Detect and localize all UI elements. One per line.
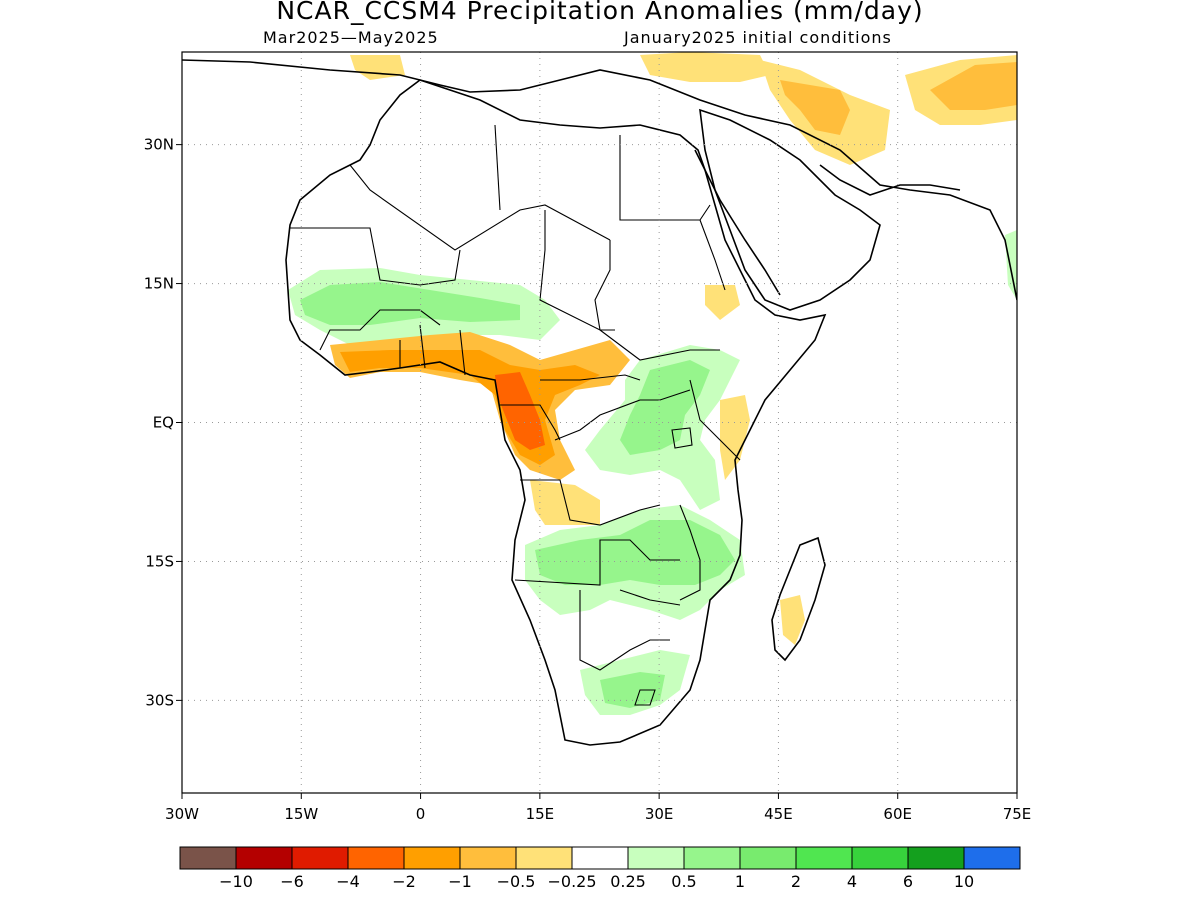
border-14	[514, 539, 680, 586]
anomaly-south-africa-core	[600, 672, 665, 708]
legend-label: −1	[448, 872, 472, 891]
legend-label: −2	[392, 872, 416, 891]
lat-tick-label: 15S	[145, 552, 174, 570]
border-5	[539, 210, 615, 331]
map-title: NCAR_CCSM4 Precipitation Anomalies (mm/d…	[276, 0, 924, 25]
legend-label: 6	[903, 872, 913, 891]
lake-victoria	[671, 427, 693, 449]
legend-swatch	[851, 846, 909, 870]
lon-tick-label: 30E	[645, 805, 674, 823]
red-sea-coast	[694, 149, 781, 296]
anomaly-southern-africa-core	[535, 520, 735, 585]
border-1	[349, 164, 611, 251]
anomaly-ethiopia-dry	[705, 285, 740, 320]
border-2	[494, 124, 501, 211]
anomaly-iberia	[350, 55, 405, 80]
border-7	[699, 219, 726, 291]
madagascar-coastline	[771, 536, 826, 662]
legend-label: 0.5	[671, 872, 696, 891]
legend-swatch	[571, 846, 629, 870]
legend-swatch	[963, 846, 1021, 870]
anomaly-madagascar	[780, 595, 805, 645]
border-19	[419, 324, 426, 369]
lat-tick-label: 30S	[145, 691, 174, 709]
legend-label: 10	[954, 872, 974, 891]
legend-label: 4	[847, 872, 857, 891]
anomaly-gabon-core	[495, 372, 545, 450]
legend-swatch	[739, 846, 797, 870]
legend-swatch	[291, 846, 349, 870]
lat-tick-label: EQ	[153, 414, 174, 432]
anomaly-east-africa-core	[620, 360, 710, 455]
border-12	[689, 379, 741, 461]
legend-swatch	[683, 846, 741, 870]
border-22	[634, 689, 656, 706]
legend-swatch	[795, 846, 853, 870]
border-13	[520, 479, 661, 526]
legend-label: 0.25	[610, 872, 646, 891]
lon-tick-label: 75E	[1003, 805, 1032, 823]
lon-tick-label: 0	[416, 805, 426, 823]
anomaly-northeast-core	[930, 62, 1017, 110]
eurasia-coastline	[182, 59, 1017, 301]
lat-tick-label: 15N	[144, 275, 174, 293]
persian-gulf-coast	[819, 164, 961, 196]
legend-label: −4	[336, 872, 360, 891]
coastlines	[182, 59, 1017, 746]
legend-label: −10	[219, 872, 253, 891]
legend-label: −0.5	[497, 872, 536, 891]
legend-label: 2	[791, 872, 801, 891]
anomaly-med	[640, 52, 770, 82]
initial-conditions: January2025 initial conditions	[624, 28, 892, 47]
border-21	[459, 329, 466, 376]
border-17	[619, 589, 681, 606]
border-15	[679, 504, 701, 601]
legend-label: 1	[735, 872, 745, 891]
border-8	[599, 329, 720, 361]
africa-coastline	[285, 79, 827, 746]
border-4	[290, 227, 461, 286]
border-11	[554, 389, 691, 441]
anomaly-angola-dry	[530, 480, 600, 525]
legend-swatch	[179, 846, 237, 870]
country-borders	[290, 124, 741, 706]
lon-tick-label: 15E	[526, 805, 555, 823]
lon-tick-label: 45E	[764, 805, 793, 823]
lon-tick-label: 15W	[284, 805, 318, 823]
color-legend: −10 −6 −4 −2 −1 −0.5 −0.25 0.25 0.5 1 2 4 6 10	[179, 846, 1021, 891]
lat-tick-label: 30N	[144, 136, 174, 154]
border-10	[500, 404, 561, 441]
anomaly-field	[288, 52, 1017, 715]
forecast-period: Mar2025—May2025	[263, 28, 439, 47]
border-16	[579, 590, 670, 671]
legend-swatch	[459, 846, 517, 870]
legend-swatch	[627, 846, 685, 870]
border-9	[540, 374, 641, 381]
legend-swatch	[403, 846, 461, 870]
arabia-coastline	[699, 108, 881, 311]
lon-tick-label: 30W	[165, 805, 199, 823]
anomaly-kenya-dry	[720, 395, 750, 480]
legend-label: −6	[280, 872, 304, 891]
border-3	[619, 135, 711, 221]
legend-swatch	[347, 846, 405, 870]
legend-swatch	[235, 846, 293, 870]
legend-swatch	[515, 846, 573, 870]
anomaly-sahel-core	[300, 282, 520, 325]
lon-tick-label: 60E	[883, 805, 912, 823]
legend-label: −0.25	[547, 872, 596, 891]
border-6	[594, 240, 611, 331]
anomaly-iran-core	[780, 80, 850, 135]
legend-swatch	[907, 846, 965, 870]
axis-layer: 30W 15W 0 15E 30E 45E 60E 75E 30N 15N EQ 15S 30S	[144, 136, 1032, 823]
border-18	[319, 309, 441, 351]
